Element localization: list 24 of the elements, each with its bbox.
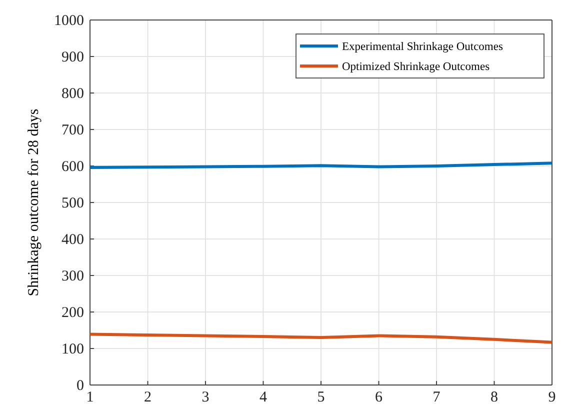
y-tick-label: 200 (62, 304, 84, 321)
y-tick-label: 700 (62, 122, 84, 138)
y-tick-label: 600 (62, 158, 84, 175)
y-axis-title: Shrinkage outcome for 28 days (26, 108, 42, 296)
x-tick-label: 9 (548, 390, 556, 406)
x-tick-label: 8 (490, 390, 498, 406)
y-tick-label: 1000 (54, 12, 84, 29)
x-tick-label: 4 (260, 390, 268, 406)
x-tick-label: 3 (202, 390, 210, 406)
x-tick-label: 1 (86, 390, 94, 406)
x-tick-label: 7 (432, 390, 441, 406)
y-tick-label: 300 (62, 268, 84, 284)
y-tick-label: 800 (62, 86, 84, 102)
y-tick-label: 0 (76, 378, 84, 394)
x-tick-label: 2 (144, 390, 152, 406)
legend-label: Experimental Shrinkage Outcomes (342, 41, 504, 53)
y-tick-label: 900 (62, 49, 84, 66)
legend-label: Optimized Shrinkage Outcomes (342, 61, 490, 73)
y-tick-label: 100 (62, 341, 84, 358)
y-tick-label: 500 (62, 195, 84, 212)
x-tick-label: 5 (317, 390, 325, 406)
y-tick-label: 400 (62, 232, 84, 248)
x-tick-label: 6 (375, 390, 383, 406)
line-series (88, 332, 554, 344)
